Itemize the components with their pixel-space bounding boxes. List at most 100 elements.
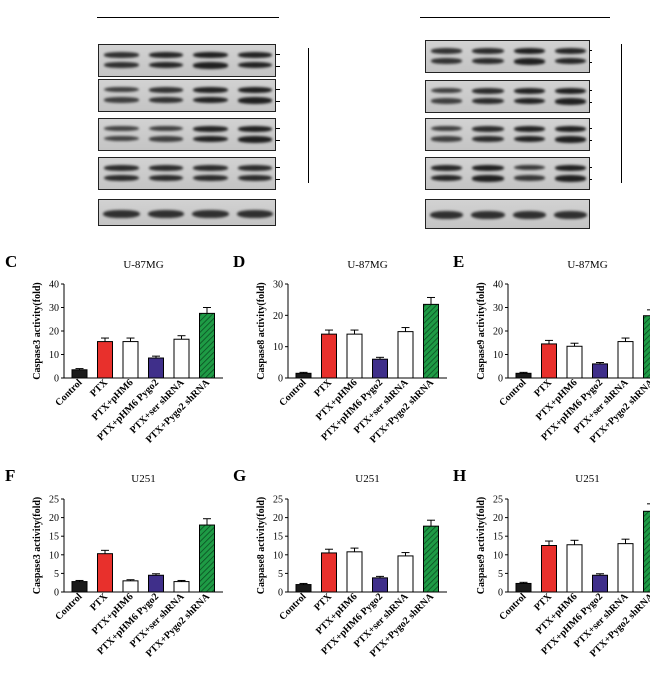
band-bcl2-p xyxy=(193,165,228,171)
band-actin xyxy=(512,211,546,219)
band-bcl2 xyxy=(554,98,586,105)
y-tick-label: 10 xyxy=(493,550,503,561)
bracket xyxy=(308,48,309,183)
band-bcl2-p xyxy=(237,52,272,58)
band-actin xyxy=(147,209,184,218)
band-bcl2 xyxy=(472,175,504,182)
bar xyxy=(199,524,215,593)
bar xyxy=(173,338,190,379)
band-bcl2 xyxy=(431,58,463,64)
bar xyxy=(643,315,650,379)
bar xyxy=(372,358,388,379)
y-tick-label: 0 xyxy=(278,588,283,599)
bar xyxy=(346,551,363,593)
band-bcl2 xyxy=(431,175,463,182)
band-actin xyxy=(192,209,229,218)
y-tick-label: 30 xyxy=(493,303,503,314)
y-axis-label: Caspase9 activity(fold) xyxy=(476,497,487,595)
y-tick-label: 10 xyxy=(273,550,283,561)
bar xyxy=(346,333,363,379)
y-tick-label: 10 xyxy=(273,342,283,353)
bar xyxy=(566,345,583,379)
band-bcl2 xyxy=(472,98,504,105)
band-bcl2 xyxy=(148,97,183,103)
y-tick-label: 5 xyxy=(498,569,503,580)
western-blot xyxy=(425,118,590,151)
y-tick-label: 30 xyxy=(273,280,283,291)
bar xyxy=(148,574,164,593)
band-bcl2 xyxy=(237,175,272,182)
y-axis-label: Caspase9 activity(fold) xyxy=(476,282,487,380)
band-tick xyxy=(276,89,280,90)
band-bcl2 xyxy=(237,136,272,143)
band-bcl2-p xyxy=(513,48,545,54)
bar xyxy=(592,363,608,379)
y-tick-label: 25 xyxy=(493,495,503,506)
band-bcl2-p xyxy=(237,87,272,93)
band-tick xyxy=(590,167,592,168)
band-bcl2 xyxy=(148,136,183,142)
bar xyxy=(321,333,337,379)
bar xyxy=(643,510,650,593)
band-bcl2 xyxy=(193,175,228,182)
y-axis-label: Caspase8 activity(fold) xyxy=(256,282,267,380)
y-tick-label: 0 xyxy=(54,374,59,385)
bar xyxy=(372,577,388,593)
y-axis-label: Caspase3 activity(fold) xyxy=(32,497,43,595)
y-tick-label: 15 xyxy=(49,532,59,543)
band-bcl2-p xyxy=(237,165,272,171)
bar xyxy=(423,525,439,593)
y-tick-label: 15 xyxy=(493,532,503,543)
chart-title: U251 xyxy=(355,473,379,485)
band-bcl2-p xyxy=(148,126,183,132)
band-bcl2 xyxy=(513,98,545,105)
band-bcl2-p xyxy=(237,126,272,132)
bar xyxy=(122,341,139,379)
western-blot-actin xyxy=(425,199,590,229)
bar xyxy=(566,544,583,593)
band-bcl2-p xyxy=(554,126,586,132)
band-bcl2 xyxy=(431,98,463,104)
band-tick xyxy=(590,50,592,51)
western-blot xyxy=(425,80,590,113)
band-actin xyxy=(236,209,273,218)
bar xyxy=(295,372,312,379)
panel-letter: H xyxy=(453,466,466,485)
bar xyxy=(148,357,164,379)
bar xyxy=(97,553,113,593)
western-blot xyxy=(98,157,276,190)
chart-title: U-87MG xyxy=(347,259,387,271)
bar xyxy=(199,312,215,379)
band-bcl2 xyxy=(148,175,183,182)
band-bcl2-p xyxy=(148,87,183,93)
band-bcl2 xyxy=(193,62,228,69)
x-tick-label: PTX xyxy=(532,377,554,399)
y-tick-label: 0 xyxy=(498,374,503,385)
bar xyxy=(295,584,312,593)
band-bcl2-p xyxy=(193,126,228,132)
y-tick-label: 20 xyxy=(49,513,59,524)
y-axis-label: Caspase3 activity(fold) xyxy=(32,282,43,380)
band-bcl2-p xyxy=(431,48,463,54)
band-bcl2-p xyxy=(554,48,586,54)
bar xyxy=(617,341,634,379)
band-bcl2-p xyxy=(554,88,586,94)
bar xyxy=(617,543,634,593)
band-bcl2 xyxy=(513,136,545,143)
band-tick xyxy=(276,167,280,168)
band-bcl2-p xyxy=(513,165,545,171)
bar xyxy=(397,555,414,593)
panel-letter: E xyxy=(453,252,464,271)
band-bcl2-p xyxy=(431,165,463,171)
bar xyxy=(122,580,139,593)
band-bcl2-p xyxy=(193,52,228,58)
panel-letter: D xyxy=(233,252,245,271)
band-tick xyxy=(276,54,280,55)
y-axis-label: Caspase8 activity(fold) xyxy=(256,497,267,595)
western-blot xyxy=(98,118,276,151)
